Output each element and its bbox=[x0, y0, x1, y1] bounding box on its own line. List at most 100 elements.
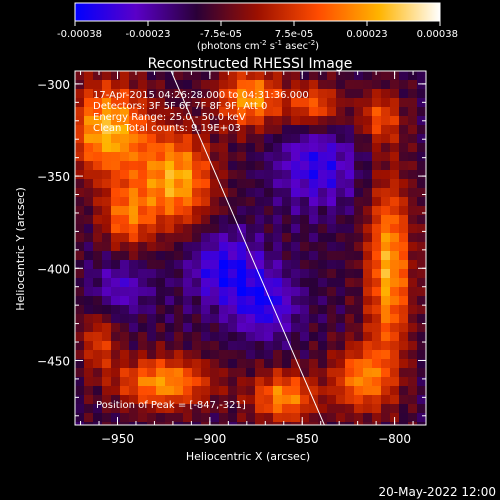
heatmap-cell bbox=[381, 386, 391, 396]
heatmap-cell bbox=[318, 242, 328, 252]
heatmap-cell bbox=[75, 287, 85, 297]
heatmap-cell bbox=[390, 278, 400, 288]
heatmap-cell bbox=[120, 314, 130, 324]
heatmap-cell bbox=[138, 377, 148, 387]
heatmap-cell bbox=[255, 251, 265, 261]
heatmap-cell bbox=[417, 377, 426, 387]
heatmap-cell bbox=[336, 125, 346, 135]
heatmap-cell bbox=[138, 332, 148, 342]
heatmap-cell bbox=[120, 206, 130, 216]
heatmap-cell bbox=[273, 143, 283, 153]
heatmap-cell bbox=[147, 143, 157, 153]
y-tick-label: −400 bbox=[37, 262, 70, 276]
heatmap-cell bbox=[300, 206, 310, 216]
heatmap-cell bbox=[264, 323, 274, 333]
heatmap-cell bbox=[282, 233, 292, 243]
heatmap-cell bbox=[102, 116, 112, 126]
heatmap-cell bbox=[147, 287, 157, 297]
heatmap-cell bbox=[282, 404, 292, 414]
heatmap-cell bbox=[300, 89, 310, 99]
heatmap-cell bbox=[291, 188, 301, 198]
heatmap-cell bbox=[111, 287, 121, 297]
heatmap-cell bbox=[201, 116, 211, 126]
heatmap-cell bbox=[264, 269, 274, 279]
heatmap-cell bbox=[354, 314, 364, 324]
heatmap-cell bbox=[255, 89, 265, 99]
heatmap-cell bbox=[309, 224, 319, 234]
heatmap-cell bbox=[111, 395, 121, 405]
heatmap-cell bbox=[363, 332, 373, 342]
heatmap-cell bbox=[192, 287, 202, 297]
heatmap-cell bbox=[363, 233, 373, 243]
heatmap-cell bbox=[174, 233, 184, 243]
heatmap-cell bbox=[129, 314, 139, 324]
heatmap-cell bbox=[138, 170, 148, 180]
heatmap-cell bbox=[75, 296, 85, 306]
heatmap-cell bbox=[300, 107, 310, 117]
heatmap-cell bbox=[327, 89, 337, 99]
heatmap-cell bbox=[282, 413, 292, 423]
heatmap-cell bbox=[138, 71, 148, 81]
heatmap-cell bbox=[201, 323, 211, 333]
heatmap-cell bbox=[291, 215, 301, 225]
x-tick-label: −900 bbox=[193, 432, 226, 446]
heatmap-cell bbox=[210, 134, 220, 144]
heatmap-cell bbox=[192, 296, 202, 306]
heatmap-cell bbox=[408, 188, 418, 198]
heatmap-cell bbox=[111, 188, 121, 198]
heatmap-cell bbox=[156, 296, 166, 306]
heatmap-cell bbox=[399, 395, 409, 405]
heatmap-cell bbox=[300, 404, 310, 414]
heatmap-cell bbox=[210, 215, 220, 225]
heatmap-cell bbox=[354, 386, 364, 396]
heatmap-cell bbox=[102, 215, 112, 225]
heatmap-cell bbox=[165, 170, 175, 180]
heatmap-cell bbox=[165, 179, 175, 189]
heatmap-cell bbox=[345, 296, 355, 306]
heatmap-cell bbox=[165, 413, 175, 423]
heatmap-cell bbox=[111, 134, 121, 144]
heatmap-cell bbox=[345, 377, 355, 387]
heatmap-cell bbox=[354, 125, 364, 135]
heatmap-cell bbox=[165, 143, 175, 153]
heatmap-cell bbox=[201, 260, 211, 270]
heatmap-cell bbox=[399, 314, 409, 324]
heatmap-cell bbox=[282, 80, 292, 90]
heatmap-cell bbox=[219, 395, 229, 405]
heatmap-cell bbox=[255, 323, 265, 333]
heatmap-cell bbox=[390, 116, 400, 126]
heatmap-cell bbox=[408, 251, 418, 261]
heatmap-cell bbox=[345, 332, 355, 342]
heatmap-cell bbox=[363, 80, 373, 90]
heatmap-cell bbox=[210, 377, 220, 387]
heatmap-cell bbox=[336, 368, 346, 378]
heatmap-cell bbox=[399, 206, 409, 216]
heatmap-cell bbox=[228, 170, 238, 180]
heatmap-cell bbox=[111, 116, 121, 126]
heatmap-cell bbox=[300, 305, 310, 315]
heatmap-cell bbox=[345, 143, 355, 153]
heatmap-cell bbox=[246, 269, 256, 279]
heatmap-cell bbox=[381, 242, 391, 252]
heatmap-cell bbox=[219, 422, 229, 425]
heatmap-cell bbox=[309, 161, 319, 171]
heatmap-cell bbox=[417, 80, 426, 90]
heatmap-cell bbox=[309, 260, 319, 270]
heatmap-cell bbox=[210, 341, 220, 351]
y-tick-label: −450 bbox=[37, 354, 70, 368]
heatmap-cell bbox=[75, 71, 85, 81]
heatmap-cell bbox=[228, 224, 238, 234]
heatmap-cell bbox=[381, 80, 391, 90]
heatmap-cell bbox=[246, 170, 256, 180]
heatmap-cell bbox=[210, 359, 220, 369]
heatmap-cell bbox=[75, 395, 85, 405]
heatmap-cell bbox=[255, 116, 265, 126]
heatmap-cell bbox=[327, 224, 337, 234]
heatmap-cell bbox=[192, 152, 202, 162]
heatmap-cell bbox=[219, 350, 229, 360]
heatmap-cell bbox=[192, 98, 202, 108]
heatmap-cell bbox=[210, 233, 220, 243]
heatmap-cell bbox=[336, 314, 346, 324]
heatmap-cell bbox=[147, 395, 157, 405]
heatmap-cell bbox=[84, 206, 94, 216]
